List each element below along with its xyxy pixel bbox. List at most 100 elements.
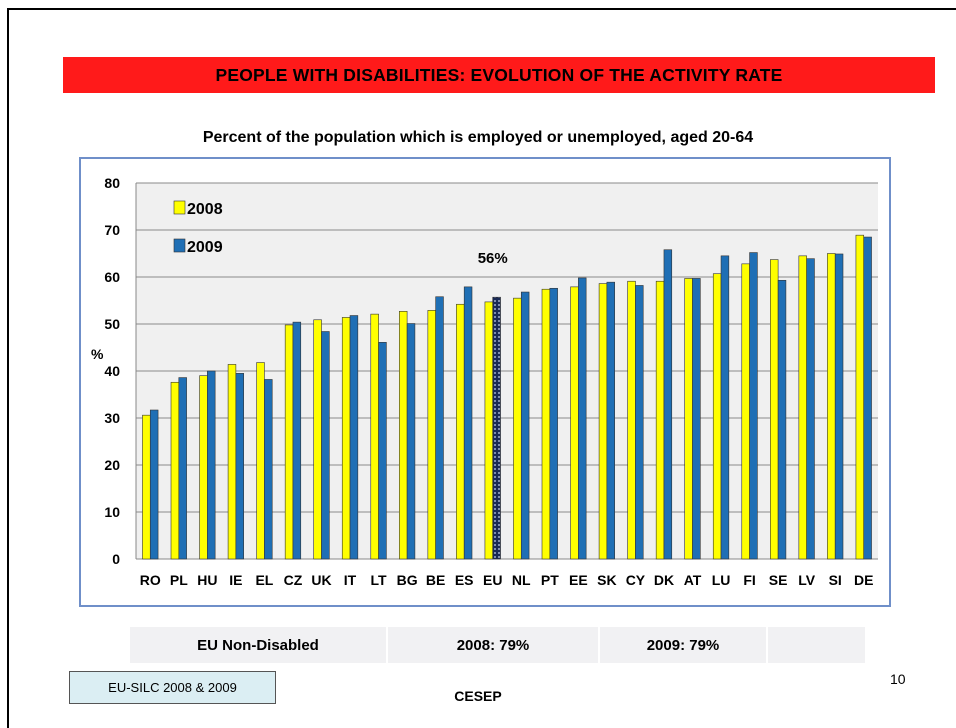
bar-2009-dk — [663, 249, 673, 560]
legend-swatch-2009 — [173, 238, 186, 253]
x-tick-label: CZ — [284, 572, 303, 588]
x-tick-label: ES — [455, 572, 474, 588]
bar-2009-sk — [606, 281, 615, 560]
bar-2008-lv — [798, 255, 807, 560]
slide-title: PEOPLE WITH DISABILITIES: EVOLUTION OF T… — [63, 57, 935, 93]
bar-2008-si — [827, 253, 836, 560]
x-tick-label: UK — [311, 572, 331, 588]
bar-2009-lt — [378, 342, 387, 560]
bar-2009-ee — [578, 277, 587, 560]
slide-title-text: PEOPLE WITH DISABILITIES: EVOLUTION OF T… — [215, 64, 783, 85]
x-tick-label: LU — [712, 572, 731, 588]
x-tick-label: LV — [798, 572, 816, 588]
non-disabled-2009: 2009: 79% — [600, 627, 768, 663]
bar-2009-pt — [549, 287, 558, 560]
x-tick-label: IT — [344, 572, 357, 588]
bar-2008-pl — [170, 381, 180, 560]
bar-2009-eu — [492, 296, 501, 560]
slide-frame — [7, 8, 956, 728]
y-tick-label: 70 — [104, 222, 120, 238]
legend-label-2008: 2008 — [187, 201, 223, 218]
bar-2008-hu — [199, 375, 208, 560]
x-tick-label: PL — [170, 572, 188, 588]
x-tick-label: DK — [654, 572, 674, 588]
bar-2008-nl — [513, 297, 522, 560]
x-tick-label: LT — [371, 572, 388, 588]
bar-2008-sk — [598, 283, 608, 560]
y-tick-label: 10 — [104, 504, 120, 520]
page-number: 10 — [890, 671, 906, 687]
x-tick-label: EU — [483, 572, 502, 588]
footer-label: CESEP — [454, 688, 502, 704]
x-tick-label: HU — [197, 572, 217, 588]
x-tick-label: IE — [229, 572, 242, 588]
y-tick-label: 40 — [104, 363, 120, 379]
bar-2009-se — [777, 279, 787, 560]
bar-2009-es — [463, 286, 473, 560]
y-tick-label: 30 — [104, 410, 120, 426]
source-text: EU-SILC 2008 & 2009 — [108, 680, 237, 695]
non-disabled-label: EU Non-Disabled — [130, 627, 388, 663]
bar-2009-fi — [749, 252, 758, 560]
x-tick-label: SE — [769, 572, 788, 588]
y-tick-label: 20 — [104, 457, 120, 473]
bar-2008-it — [341, 317, 351, 560]
bar-2008-uk — [313, 319, 322, 560]
bar-2009-bg — [406, 323, 416, 560]
bar-2008-at — [684, 278, 693, 560]
y-tick-label: 80 — [104, 175, 120, 191]
x-tick-label: DE — [854, 572, 873, 588]
y-axis-label: % — [91, 346, 104, 362]
bar-2008-lu — [712, 273, 722, 560]
bar-2008-ie — [227, 364, 237, 560]
legend-label-2009: 2009 — [187, 239, 223, 256]
bar-2008-el — [256, 362, 265, 560]
non-disabled-table: EU Non-Disabled 2008: 79% 2009: 79% — [130, 627, 865, 663]
bar-2009-lv — [806, 258, 815, 560]
x-tick-label: EL — [255, 572, 273, 588]
bar-chart: 0 10 20 30 40 50 60 70 80% RO PL HU IE EL CZ UK IT LT BG BE… — [91, 175, 878, 588]
x-tick-label: BE — [426, 572, 445, 588]
bar-2009-at — [692, 278, 701, 560]
bar-2008-cz — [284, 324, 294, 560]
bar-2008-eu — [484, 301, 494, 560]
bar-2008-cy — [627, 280, 636, 560]
bar-2008-be — [427, 310, 436, 560]
x-tick-label: SK — [597, 572, 616, 588]
bar-2008-pt — [541, 288, 551, 560]
y-tick-label: 0 — [112, 551, 120, 567]
y-tick-label: 50 — [104, 316, 120, 332]
bar-2009-ro — [149, 409, 159, 560]
x-tick-label: PT — [541, 572, 559, 588]
x-tick-label: SI — [829, 572, 842, 588]
x-tick-label: RO — [140, 572, 161, 588]
eu-annotation: 56% — [478, 250, 508, 267]
x-tick-label: AT — [684, 572, 702, 588]
table-empty-cell — [768, 627, 865, 663]
bar-2009-lu — [720, 255, 730, 560]
source-box: EU-SILC 2008 & 2009 — [69, 671, 276, 704]
bar-2009-el — [264, 379, 273, 560]
bar-2009-it — [349, 315, 359, 560]
bar-2009-de — [863, 236, 872, 560]
x-tick-label: BG — [397, 572, 418, 588]
chart-container: 0 10 20 30 40 50 60 70 80% RO PL HU IE EL CZ UK IT LT BG BE… — [79, 157, 891, 607]
chart-subtitle: Percent of the population which is emplo… — [202, 129, 754, 146]
bar-2008-de — [855, 234, 865, 560]
bar-2009-ie — [235, 373, 244, 560]
non-disabled-2008: 2008: 79% — [388, 627, 600, 663]
bar-2009-uk — [321, 331, 330, 560]
x-tick-label: CY — [626, 572, 646, 588]
x-tick-label: EE — [569, 572, 588, 588]
y-tick-label: 60 — [104, 269, 120, 285]
bar-2008-lt — [370, 313, 379, 560]
legend-swatch-2008 — [173, 200, 186, 215]
bar-2008-ee — [570, 286, 579, 560]
bar-2009-hu — [207, 370, 216, 560]
x-tick-label: FI — [743, 572, 755, 588]
bar-2009-nl — [520, 291, 530, 560]
x-tick-label: NL — [512, 572, 531, 588]
bar-2008-fi — [741, 263, 750, 560]
bar-2009-cz — [292, 321, 302, 560]
bar-2009-pl — [178, 377, 187, 560]
